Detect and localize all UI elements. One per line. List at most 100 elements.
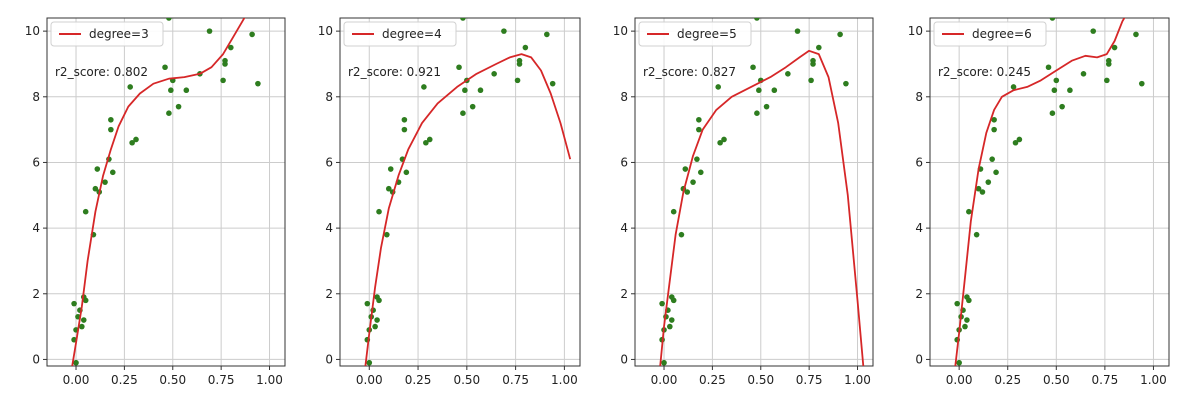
data-point (668, 294, 675, 300)
data-point (985, 179, 992, 185)
data-point (979, 189, 986, 195)
data-point (421, 84, 427, 90)
legend-label: degree=6 (972, 27, 1032, 41)
data-point (973, 231, 980, 238)
data-point (1045, 64, 1052, 71)
y-tick-label: 4 (620, 221, 628, 235)
legend-box (933, 21, 1047, 47)
data-point (364, 300, 371, 307)
y-tick-label: 6 (915, 155, 923, 169)
y-tick-label: 6 (32, 155, 40, 169)
data-point (754, 110, 760, 117)
y-tick-label: 8 (325, 90, 333, 104)
data-point (175, 103, 182, 110)
data-point (697, 169, 704, 176)
x-tick-label: 0.25 (699, 373, 726, 387)
data-point (667, 323, 673, 330)
data-point (401, 126, 408, 133)
y-tick-label: 4 (325, 221, 333, 235)
data-point (460, 18, 466, 21)
chart-panel-1: 0.00 0.25 0.50 0.75 1.00 0 2 4 6 8 10 degree=3 r2_sc… (25, 17, 286, 387)
x-tick-label: 0.75 (208, 373, 235, 387)
data-point (460, 110, 466, 117)
y-tick-label: 4 (915, 221, 923, 235)
data-point (678, 231, 685, 238)
data-point (372, 323, 378, 330)
y-tick-label: 2 (620, 287, 628, 301)
x-tick-label: 1.00 (1140, 373, 1167, 387)
data-point (1059, 103, 1065, 110)
data-point (1012, 139, 1019, 146)
data-point (522, 44, 529, 51)
x-tick-label: 0.00 (946, 373, 973, 387)
r2-score-label: r2_score: 0.245 (938, 65, 1031, 79)
data-point (220, 77, 226, 84)
r2-score-label: r2_score: 0.827 (643, 65, 736, 79)
x-tick-label: 0.50 (1043, 373, 1070, 387)
x-tick-label: 0.00 (63, 373, 90, 387)
data-point (162, 64, 168, 71)
data-point (166, 110, 172, 117)
r2-score-label: r2_score: 0.802 (55, 65, 148, 79)
data-point (1080, 71, 1087, 77)
y-tick-label: 10 (25, 24, 40, 38)
data-point (456, 64, 462, 71)
y-tick-label: 6 (325, 155, 333, 169)
x-tick-label: 1.00 (256, 373, 283, 387)
y-tick-label: 8 (620, 90, 628, 104)
data-point (374, 294, 380, 300)
data-point (661, 359, 667, 366)
legend-box (638, 21, 752, 47)
r2-score-label: r2_score: 0.921 (348, 65, 441, 79)
data-point (166, 18, 172, 21)
data-point (991, 126, 997, 133)
data-point (956, 359, 962, 366)
data-point (659, 300, 665, 307)
y-tick-label: 10 (908, 24, 923, 38)
data-point (376, 208, 382, 215)
data-point (1105, 57, 1112, 64)
y-tick-label: 8 (32, 90, 40, 104)
data-point (516, 57, 523, 64)
data-point (991, 116, 997, 123)
data-point (754, 18, 760, 21)
chart-panel-3: 0.00 0.25 0.50 0.75 1.00 0 2 4 6 8 10 degree=5 r2_sc… (613, 17, 874, 387)
data-point (1138, 80, 1145, 87)
chart-panel-4: 0.00 0.25 0.50 0.75 1.00 0 2 4 6 8 10 degree=6 r2_sc… (908, 17, 1170, 387)
data-point (255, 80, 261, 87)
y-tick-label: 6 (620, 155, 628, 169)
x-tick-label: 0.50 (453, 373, 480, 387)
data-point (426, 136, 433, 143)
data-point (964, 317, 970, 323)
data-point (108, 126, 114, 133)
data-point (423, 139, 429, 146)
data-point (102, 179, 108, 185)
plot-frame (929, 17, 1170, 367)
data-point (696, 116, 702, 123)
data-point (843, 80, 849, 87)
fit-curve (954, 18, 1126, 366)
x-tick-label: 0.00 (356, 373, 383, 387)
data-point (1111, 44, 1118, 51)
data-point (1049, 18, 1056, 21)
data-point (544, 31, 550, 38)
data-point (682, 166, 689, 172)
data-point (717, 139, 723, 146)
data-point (810, 57, 816, 64)
data-point (715, 84, 722, 90)
data-point (385, 185, 392, 192)
x-tick-label: 0.50 (159, 373, 186, 387)
y-tick-label: 10 (613, 24, 628, 38)
data-point (108, 116, 114, 123)
data-point (491, 71, 497, 77)
data-point (696, 126, 702, 133)
data-point (756, 87, 762, 94)
legend-box (50, 21, 164, 47)
y-tick-label: 0 (915, 352, 923, 366)
data-point (469, 103, 476, 110)
data-point (808, 77, 814, 84)
x-tick-label: 0.25 (994, 373, 1021, 387)
plot-frame (634, 17, 874, 367)
data-point (133, 136, 139, 143)
